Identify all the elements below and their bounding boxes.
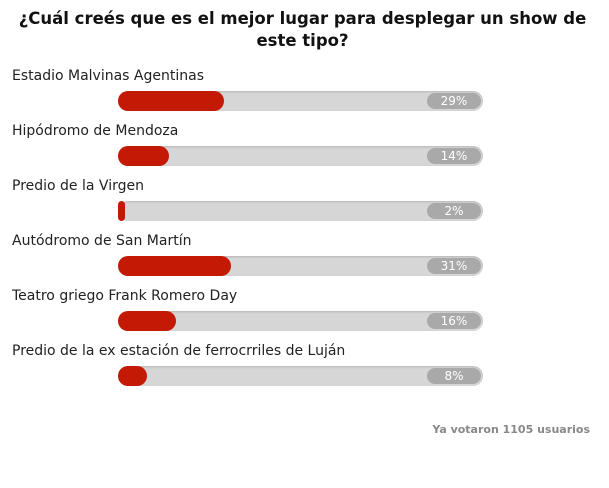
option-label: Predio de la ex estación de ferrocrriles… (12, 343, 346, 359)
result-bar-fill (118, 311, 177, 331)
result-bar: 29% (118, 91, 483, 111)
poll-question: ¿Cuál creés que es el mejor lugar para d… (18, 9, 587, 50)
option-label: Teatro griego Frank Romero Day (12, 288, 238, 304)
poll-option[interactable]: Hipódromo de Mendoza 14% (12, 123, 602, 173)
result-bar: 14% (118, 146, 483, 166)
result-bar: 16% (118, 311, 483, 331)
poll-option[interactable]: Autódromo de San Martín 31% (12, 233, 602, 283)
percent-badge: 8% (427, 368, 481, 384)
result-bar-fill (118, 91, 224, 111)
result-bar-fill (118, 366, 148, 386)
option-label: Predio de la Virgen (12, 178, 144, 194)
percent-badge: 14% (427, 148, 481, 164)
result-bar-fill (118, 146, 170, 166)
percent-badge: 31% (427, 258, 481, 274)
percent-badge: 29% (427, 93, 481, 109)
poll-option[interactable]: Teatro griego Frank Romero Day 16% (12, 288, 602, 338)
poll-option[interactable]: Estadio Malvinas Agentinas 29% (12, 68, 602, 118)
vote-count: Ya votaron 1105 usuarios (432, 423, 590, 436)
percent-badge: 2% (427, 203, 481, 219)
option-label: Autódromo de San Martín (12, 233, 192, 249)
result-bar: 2% (118, 201, 483, 221)
percent-badge: 16% (427, 313, 481, 329)
result-bar: 31% (118, 256, 483, 276)
option-label: Estadio Malvinas Agentinas (12, 68, 204, 84)
poll-option[interactable]: Predio de la ex estación de ferrocrriles… (12, 343, 602, 393)
result-bar: 8% (118, 366, 483, 386)
result-bar-fill (118, 256, 232, 276)
poll-option[interactable]: Predio de la Virgen 2% (12, 178, 602, 228)
result-bar-fill (118, 201, 126, 221)
option-label: Hipódromo de Mendoza (12, 123, 179, 139)
